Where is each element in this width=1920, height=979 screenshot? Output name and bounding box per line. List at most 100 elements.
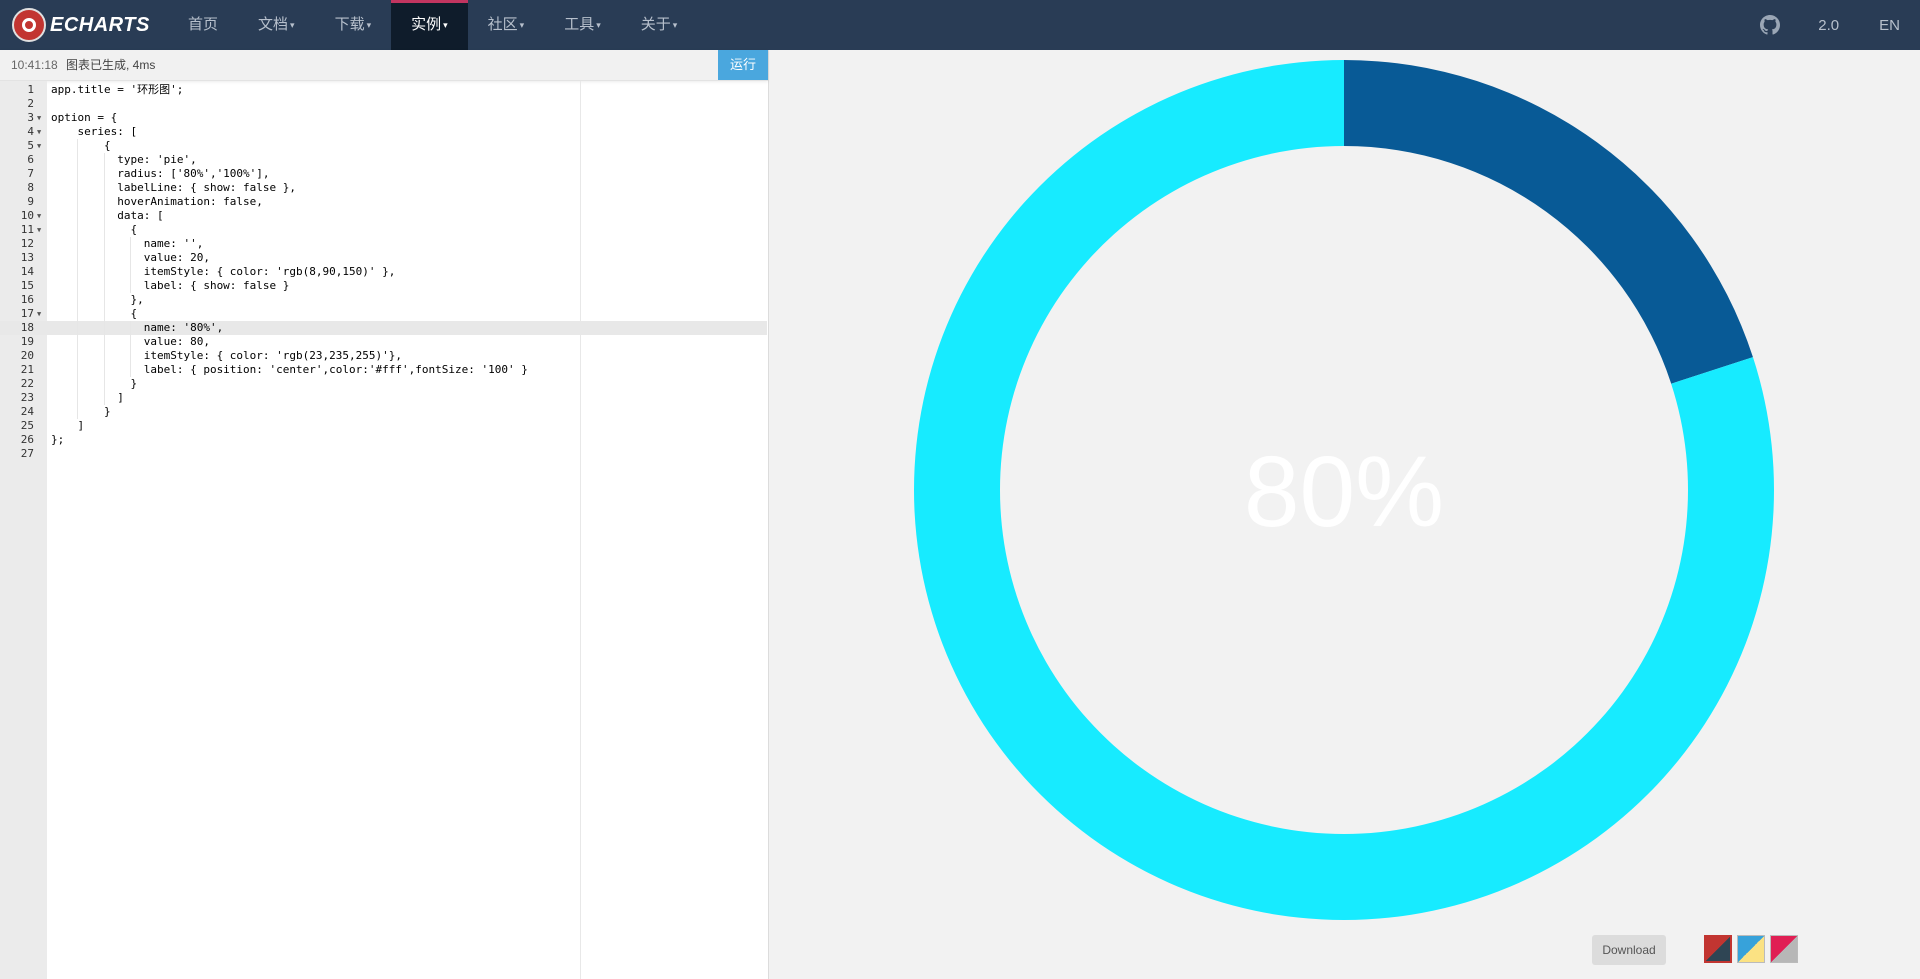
indent-guide (77, 139, 79, 153)
indent-guide (77, 167, 79, 181)
fold-arrow-icon[interactable]: ▼ (37, 212, 42, 220)
indent-guide (77, 391, 79, 405)
code-line: 13 value: 20, (0, 251, 767, 265)
code-line: 6 type: 'pie', (0, 153, 767, 167)
indent-guide (130, 335, 132, 349)
code-line: 14 itemStyle: { color: 'rgb(8,90,150)' }… (0, 265, 767, 279)
nav-item-1[interactable]: 文档 ▾ (238, 0, 315, 50)
line-number: 10 (20, 209, 34, 222)
donut-slice-0[interactable] (1344, 60, 1753, 384)
download-button[interactable]: Download (1592, 935, 1666, 965)
code-text: ] (51, 391, 124, 404)
indent-guide (103, 349, 105, 363)
indent-guide (103, 363, 105, 377)
nav-item-4[interactable]: 社区 ▾ (468, 0, 545, 50)
caret-down-icon: ▾ (596, 20, 601, 31)
fold-arrow-icon[interactable]: ▼ (37, 142, 42, 150)
nav-item-0[interactable]: 首页 (168, 0, 238, 50)
code-line: 21 label: { position: 'center',color:'#f… (0, 363, 767, 377)
caret-down-icon: ▾ (366, 20, 372, 31)
caret-down-icon: ▾ (519, 20, 525, 31)
center-label: 80% (1244, 436, 1444, 548)
line-number: 5 (27, 139, 34, 152)
indent-guide (77, 363, 79, 377)
line-number: 14 (20, 265, 34, 278)
code-line: 9 hoverAnimation: false, (0, 195, 767, 209)
indent-guide (103, 153, 105, 167)
caret-down-icon: ▾ (672, 20, 678, 31)
code-line: 3 ▼ option = { (0, 111, 767, 125)
code-text: itemStyle: { color: 'rgb(8,90,150)' }, (51, 265, 396, 278)
echarts-logo[interactable]: ECHARTS (12, 8, 150, 42)
run-button[interactable]: 运行 (718, 50, 768, 80)
line-number-gutter (0, 81, 47, 979)
nav-item-label: 实例 (411, 16, 442, 33)
nav-item-label: 下载 (334, 16, 365, 33)
theme-swatch-roma[interactable] (1770, 935, 1798, 963)
indent-guide (103, 279, 105, 293)
nav-item-5[interactable]: 工具 ▾ (544, 0, 621, 50)
theme-swatch-dark[interactable] (1704, 935, 1732, 963)
code-line: 1 app.title = '环形图'; (0, 83, 767, 97)
indent-guide (103, 391, 105, 405)
fold-arrow-icon[interactable]: ▼ (37, 114, 42, 122)
indent-guide (77, 153, 79, 167)
indent-guide (103, 195, 105, 209)
code-text: label: { position: 'center',color:'#fff'… (51, 363, 528, 376)
code-text: hoverAnimation: false, (51, 195, 263, 208)
indent-guide (77, 405, 79, 419)
code-line: 2 (0, 97, 767, 111)
code-editor[interactable]: 1 app.title = '环形图'; 2 3 ▼ option = {4 ▼ serie… (0, 81, 767, 979)
code-text: value: 80, (51, 335, 210, 348)
code-line: 27 (0, 447, 767, 461)
nav-item-label: 文档 (258, 16, 289, 33)
code-line: 22 } (0, 377, 767, 391)
line-number: 16 (20, 293, 34, 306)
code-text: { (51, 139, 111, 152)
line-number: 4 (27, 125, 34, 138)
code-line: 26}; (0, 433, 767, 447)
github-icon[interactable] (1760, 15, 1781, 35)
nav-item-label: 工具 (564, 16, 595, 33)
code-text: } (51, 405, 111, 418)
indent-guide (103, 209, 105, 223)
indent-guide (77, 265, 79, 279)
line-number: 11 (20, 223, 34, 236)
theme-swatch-light[interactable] (1737, 935, 1765, 963)
code-text: label: { show: false } (51, 279, 290, 292)
line-number: 26 (20, 433, 34, 446)
main-nav: 首页 文档 ▾ 下载 ▾ 实例 ▾ 社区 ▾ 工具 ▾ 关于 ▾ (168, 0, 697, 50)
nav-item-6[interactable]: 关于 ▾ (621, 0, 698, 50)
fold-arrow-icon[interactable]: ▼ (37, 310, 42, 318)
status-time: 10:41:18 (11, 58, 58, 72)
code-text: itemStyle: { color: 'rgb(23,235,255)'}, (51, 349, 402, 362)
code-line: 25 ] (0, 419, 767, 433)
fold-arrow-icon[interactable]: ▼ (37, 226, 42, 234)
code-text: type: 'pie', (51, 153, 197, 166)
line-number: 3 (27, 111, 34, 124)
nav-item-label: 首页 (188, 16, 219, 33)
chart-toolbar: Download (1520, 919, 1920, 979)
nav-item-2[interactable]: 下载 ▾ (315, 0, 392, 50)
fold-arrow-icon[interactable]: ▼ (37, 128, 42, 136)
line-number: 1 (27, 83, 34, 96)
code-text: name: '80%', (51, 321, 224, 334)
echarts-logo-icon (12, 8, 46, 42)
indent-guide (77, 251, 79, 265)
indent-guide (103, 335, 105, 349)
code-line: 16 }, (0, 293, 767, 307)
indent-guide (130, 321, 132, 335)
code-text: value: 20, (51, 251, 210, 264)
line-number: 2 (27, 97, 34, 110)
indent-guide (130, 265, 132, 279)
language-link[interactable]: EN (1879, 16, 1900, 34)
indent-guide (103, 293, 105, 307)
donut-chart: 80% (913, 60, 1774, 920)
indent-guide (103, 237, 105, 251)
version-link[interactable]: 2.0 (1818, 16, 1840, 34)
indent-guide (77, 237, 79, 251)
code-text: ] (51, 419, 85, 432)
indent-guide (77, 279, 79, 293)
nav-item-3[interactable]: 实例 ▾ (391, 0, 468, 50)
code-line: 24 } (0, 405, 767, 419)
